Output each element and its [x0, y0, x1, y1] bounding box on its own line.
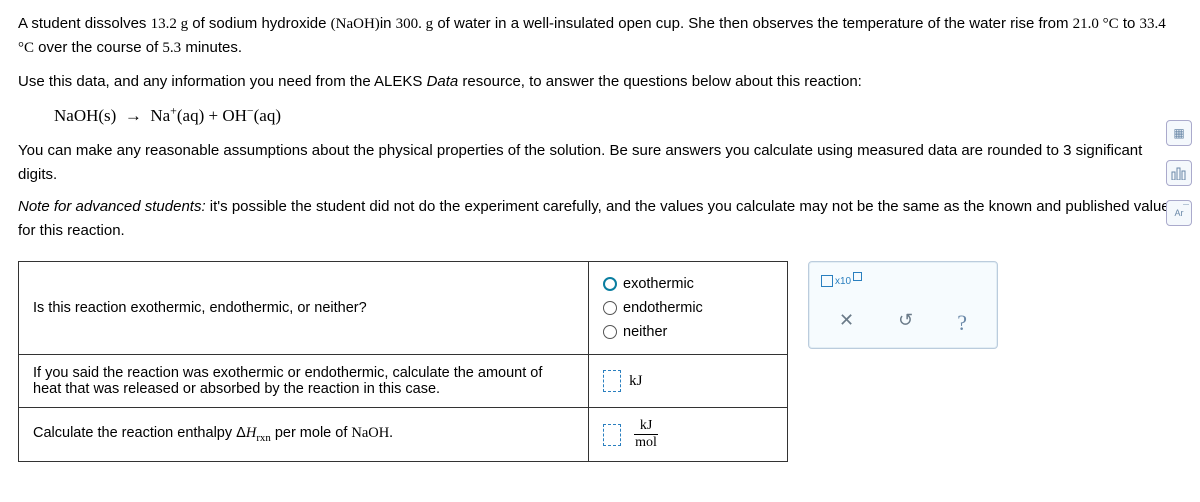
- q2-answer-cell: kJ: [589, 355, 788, 408]
- data-resource-link[interactable]: Data: [427, 73, 459, 90]
- q1-text: Is this reaction exothermic, endothermic…: [19, 262, 589, 355]
- radio-endothermic[interactable]: endothermic: [603, 296, 773, 320]
- side-toolbar: ▦ — Ar: [1166, 120, 1192, 226]
- radio-icon: [603, 301, 617, 315]
- text: Calculate the reaction enthalpy Δ: [33, 425, 246, 441]
- q2-input[interactable]: [603, 370, 621, 392]
- eqn-na: Na: [150, 106, 170, 125]
- arrow-icon: →: [125, 106, 142, 125]
- q3-text: Calculate the reaction enthalpy ΔHrxn pe…: [19, 408, 589, 462]
- formula-naoh: (NaOH): [331, 16, 380, 32]
- q2-unit: kJ: [629, 373, 642, 389]
- clear-button[interactable]: ✕: [839, 310, 854, 336]
- text: per mole of: [271, 425, 352, 441]
- periodic-icon[interactable]: — Ar: [1166, 200, 1192, 226]
- prompt-line-1: A student dissolves 13.2 g of sodium hyd…: [18, 12, 1182, 60]
- time-minutes: 5.3: [162, 40, 181, 56]
- delta-h: H: [246, 425, 256, 441]
- box-icon: [821, 275, 833, 287]
- box-icon: [853, 272, 862, 281]
- grid-icon[interactable]: ▦: [1166, 120, 1192, 146]
- q1-answer-cell: exothermic endothermic neither: [589, 262, 788, 355]
- text: A student dissolves: [18, 15, 151, 32]
- text: in: [380, 15, 396, 32]
- text: minutes.: [181, 39, 242, 56]
- radio-icon: [603, 325, 617, 339]
- help-button[interactable]: ?: [957, 310, 967, 336]
- question-table: Is this reaction exothermic, endothermic…: [18, 261, 788, 462]
- text: resource, to answer the questions below …: [458, 73, 862, 90]
- mass-naoh: 13.2 g: [151, 16, 189, 32]
- ar-dash: —: [1183, 202, 1189, 208]
- text: over the course of: [34, 39, 162, 56]
- eqn-mid: (aq) + OH: [177, 106, 247, 125]
- eqn-lhs: NaOH(s): [54, 106, 116, 125]
- ar-label: Ar: [1175, 208, 1184, 218]
- charge-minus: −: [247, 103, 254, 117]
- q3-unit-fraction: kJ mol: [629, 418, 663, 451]
- radio-label: neither: [623, 324, 667, 340]
- radio-icon: [603, 277, 617, 291]
- bars-svg: [1171, 166, 1187, 180]
- unit-denominator: mol: [629, 435, 663, 451]
- reset-button[interactable]: ↺: [898, 310, 913, 336]
- x10-label: x10: [835, 276, 851, 287]
- text: of sodium hydroxide: [188, 15, 331, 32]
- temp-initial: 21.0 °C: [1073, 16, 1119, 32]
- icon-glyph: ▦: [1173, 126, 1184, 140]
- scientific-notation-button[interactable]: x10: [821, 272, 862, 287]
- q3-answer-cell: kJ mol: [589, 408, 788, 462]
- text: Use this data, and any information you n…: [18, 73, 427, 90]
- bars-icon[interactable]: [1166, 160, 1192, 186]
- q2-text: If you said the reaction was exothermic …: [19, 355, 589, 408]
- prompt-line-3: You can make any reasonable assumptions …: [18, 139, 1182, 187]
- tool-palette: x10 ✕ ↺ ?: [808, 261, 998, 349]
- radio-label: exothermic: [623, 276, 694, 292]
- reaction-equation: NaOH(s) → Na+(aq) + OH−(aq): [54, 102, 1182, 129]
- prompt-note: Note for advanced students: it's possibl…: [18, 195, 1182, 243]
- mass-water: 300. g: [396, 16, 434, 32]
- rxn-subscript: rxn: [256, 432, 270, 444]
- text: of water in a well-insulated open cup. S…: [433, 15, 1073, 32]
- radio-neither[interactable]: neither: [603, 320, 773, 344]
- naoh-text: NaOH.: [351, 425, 392, 441]
- text: to: [1119, 15, 1140, 32]
- unit-numerator: kJ: [634, 418, 658, 435]
- prompt-line-2: Use this data, and any information you n…: [18, 70, 1182, 94]
- radio-label: endothermic: [623, 300, 703, 316]
- note-label: Note for advanced students:: [18, 198, 206, 215]
- q3-input[interactable]: [603, 424, 621, 446]
- eqn-end: (aq): [254, 106, 281, 125]
- radio-exothermic[interactable]: exothermic: [603, 272, 773, 296]
- charge-plus: +: [170, 103, 177, 117]
